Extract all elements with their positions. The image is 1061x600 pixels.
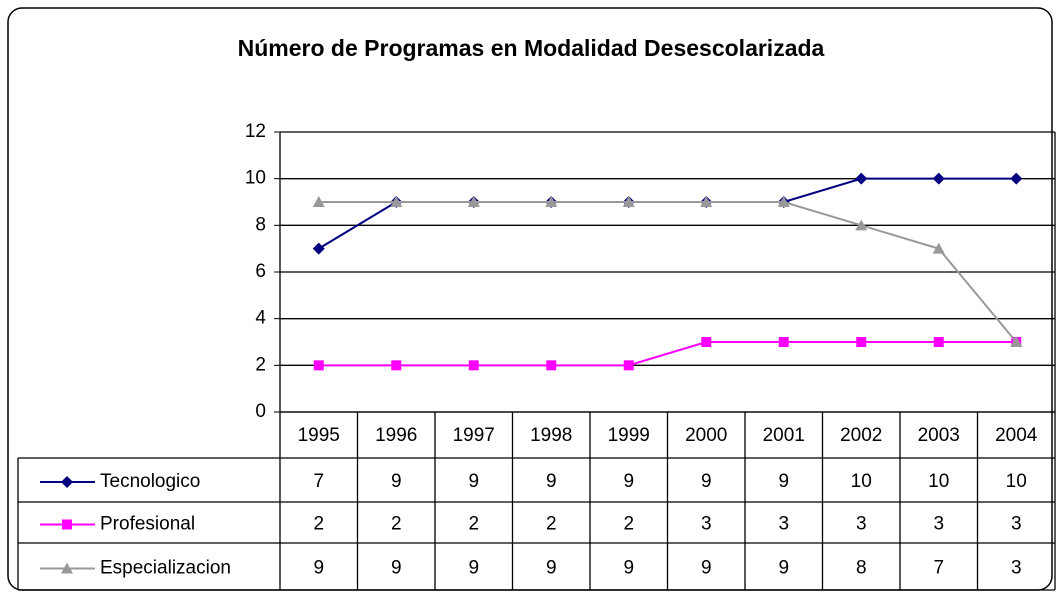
x-tick-label: 1999 xyxy=(608,425,650,446)
marker xyxy=(1010,172,1023,185)
marker xyxy=(467,196,480,207)
data-label: 3 xyxy=(701,514,712,535)
marker xyxy=(700,196,713,207)
marker xyxy=(622,196,635,207)
data-label: 2 xyxy=(546,514,557,535)
data-label: 9 xyxy=(313,558,324,579)
marker xyxy=(391,360,402,371)
data-label: 3 xyxy=(1011,514,1022,535)
data-label: 10 xyxy=(928,471,949,492)
marker xyxy=(61,562,73,574)
y-tick-label: 10 xyxy=(245,168,266,189)
data-label: 9 xyxy=(778,558,789,579)
data-label: 9 xyxy=(391,471,402,492)
data-label: 8 xyxy=(856,558,867,579)
marker xyxy=(856,337,867,347)
y-tick-label: 8 xyxy=(255,214,266,235)
data-label: 9 xyxy=(546,471,557,492)
marker xyxy=(390,196,403,207)
marker xyxy=(468,360,479,371)
marker xyxy=(855,219,868,231)
data-label: 10 xyxy=(1006,471,1027,492)
marker xyxy=(623,360,634,371)
data-label: 2 xyxy=(391,514,402,535)
data-label: 2 xyxy=(623,514,634,535)
marker xyxy=(61,476,73,488)
marker xyxy=(62,519,72,530)
data-label: 3 xyxy=(778,514,789,535)
marker xyxy=(312,242,325,255)
x-tick-label: 2000 xyxy=(685,425,727,446)
marker xyxy=(932,242,945,254)
x-tick-label: 2003 xyxy=(918,425,960,446)
legend-label: Especializacion xyxy=(100,558,231,579)
x-tick-label: 2001 xyxy=(763,425,805,446)
y-tick-label: 2 xyxy=(255,354,266,375)
x-tick-label: 1996 xyxy=(375,425,417,446)
y-tick-label: 12 xyxy=(245,121,266,142)
data-label: 9 xyxy=(391,558,402,579)
marker xyxy=(545,196,558,207)
data-label: 7 xyxy=(933,558,944,579)
marker xyxy=(313,360,324,371)
series-line xyxy=(318,201,1018,343)
marker xyxy=(933,337,944,347)
x-tick-label: 1998 xyxy=(530,425,572,446)
data-label: 2 xyxy=(468,514,479,535)
x-tick-label: 1997 xyxy=(453,425,495,446)
marker xyxy=(312,196,325,207)
data-label: 7 xyxy=(313,471,324,492)
data-label: 9 xyxy=(701,558,712,579)
data-label: 9 xyxy=(546,558,557,579)
legend-label: Profesional xyxy=(100,514,195,535)
data-label: 3 xyxy=(1011,558,1022,579)
marker xyxy=(932,172,945,185)
chart-title: Número de Programas en Modalidad Desesco… xyxy=(238,35,825,61)
x-tick-label: 1995 xyxy=(298,425,340,446)
data-label: 9 xyxy=(468,558,479,579)
data-label: 2 xyxy=(313,514,324,535)
data-label: 9 xyxy=(468,471,479,492)
y-tick-label: 6 xyxy=(255,261,266,282)
series-line xyxy=(318,341,1017,367)
x-tick-label: 2002 xyxy=(840,425,882,446)
marker xyxy=(546,360,557,371)
marker xyxy=(778,337,789,347)
marker xyxy=(1010,336,1023,347)
data-label: 9 xyxy=(778,471,789,492)
data-label: 3 xyxy=(856,514,867,535)
data-label: 9 xyxy=(623,471,634,492)
chart-border xyxy=(7,7,1053,591)
data-label: 9 xyxy=(623,558,634,579)
data-label: 10 xyxy=(851,471,872,492)
y-tick-label: 4 xyxy=(255,308,266,329)
y-tick-label: 0 xyxy=(255,401,266,422)
data-label: 3 xyxy=(933,514,944,535)
x-tick-label: 2004 xyxy=(995,425,1038,446)
marker xyxy=(701,337,712,347)
data-label: 9 xyxy=(701,471,712,492)
legend-label: Tecnologico xyxy=(100,471,200,492)
marker xyxy=(777,196,790,207)
marker xyxy=(855,172,868,185)
